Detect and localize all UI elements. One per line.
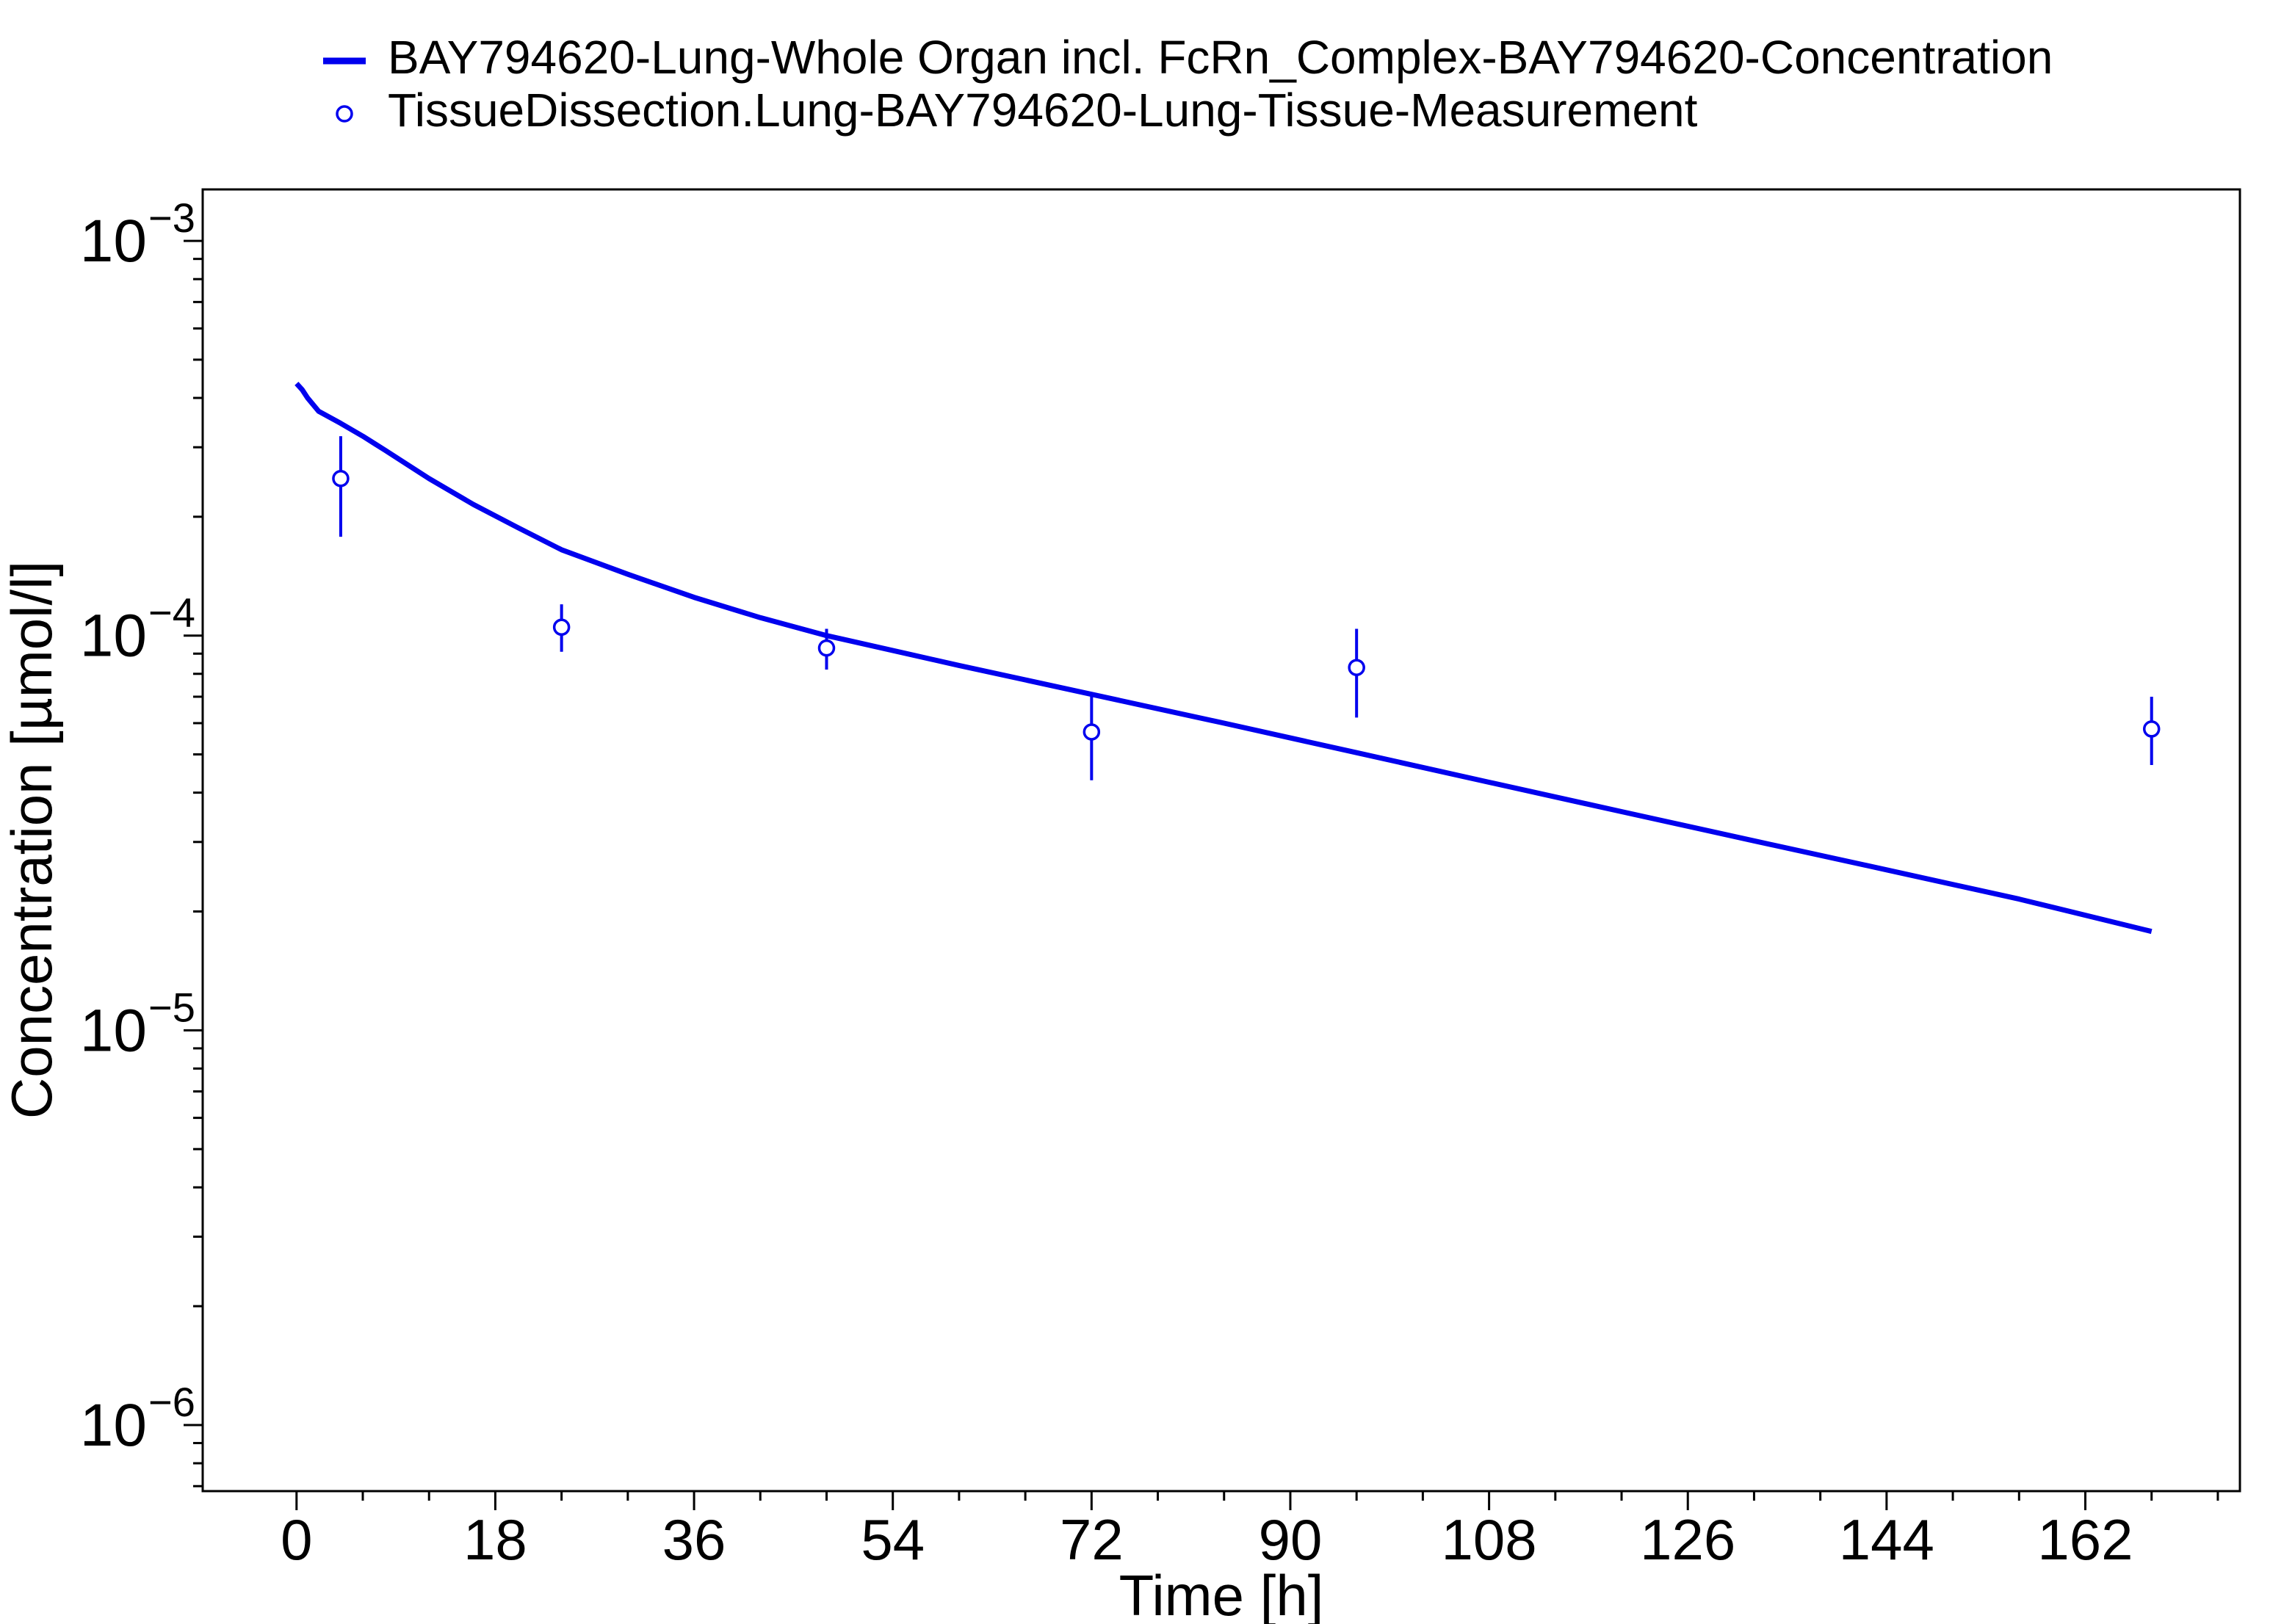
x-axis: 0 18 36 54 72 90 108 126 144 162: [281, 1491, 2219, 1572]
x-tick-label: 0: [281, 1507, 312, 1572]
legend: BAY794620-Lung-Whole Organ incl. FcRn_Co…: [323, 31, 2053, 137]
y-tick-label-base: 10: [80, 1392, 147, 1459]
y-axis-label: Concentration [µmol/l]: [0, 561, 64, 1119]
y-tick-label-exponent: −3: [148, 195, 195, 241]
measurement-point: [817, 639, 836, 657]
legend-label-measurement: TissueDissection.Lung-BAY794620-Lung-Tis…: [388, 84, 1698, 137]
y-tick-label-exponent: −6: [148, 1379, 195, 1425]
x-tick-label: 126: [1640, 1507, 1735, 1572]
x-tick-label: 18: [463, 1507, 527, 1572]
x-tick-label: 162: [2037, 1507, 2133, 1572]
y-tick-label-exponent: −5: [148, 984, 195, 1030]
x-tick-label: 108: [1442, 1507, 1537, 1572]
legend-marker-swatch: [336, 105, 353, 123]
y-axis: 10−310−410−510−6: [80, 195, 203, 1487]
y-tick-label-base: 10: [80, 603, 147, 670]
series-layer: [294, 382, 2161, 935]
measurement-point: [1083, 723, 1101, 741]
y-tick-label-exponent: −4: [148, 590, 195, 636]
x-tick-label: 144: [1839, 1507, 1934, 1572]
y-tick-label-base: 10: [80, 208, 147, 275]
legend-label-simulation: BAY794620-Lung-Whole Organ incl. FcRn_Co…: [388, 31, 2053, 84]
simulation-line: [294, 382, 2153, 935]
x-tick-label: 36: [662, 1507, 726, 1572]
plot-frame: [201, 188, 2241, 1493]
y-tick-label-base: 10: [80, 997, 147, 1064]
x-tick-label: 90: [1259, 1507, 1323, 1572]
measurement-point: [552, 618, 571, 637]
x-tick-label: 54: [861, 1507, 925, 1572]
x-axis-label: Time [h]: [1119, 1563, 1324, 1624]
measurement-point: [2142, 720, 2161, 738]
measurement-point: [1348, 659, 1365, 676]
x-tick-label: 72: [1060, 1507, 1124, 1572]
measurement-point: [332, 470, 350, 487]
